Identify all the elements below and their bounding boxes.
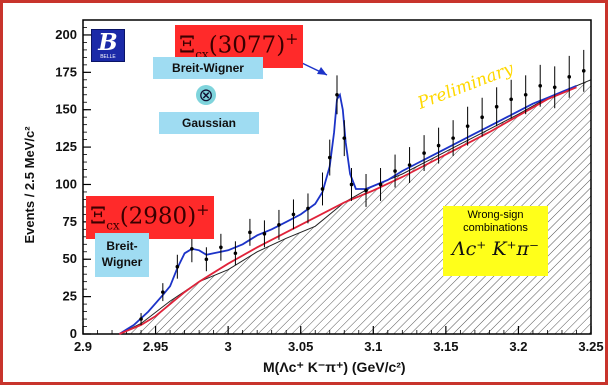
data-point <box>480 115 484 119</box>
data-point <box>378 182 383 187</box>
belle-logo-caption: BELLE <box>100 54 116 60</box>
data-point <box>291 212 296 217</box>
x-axis-label: M(Λc⁺ K⁻π⁺) (GeV/c²) <box>263 359 406 375</box>
belle-logo: B BELLE <box>91 29 125 62</box>
wrong-sign-formula: Λc⁺ K⁺π⁻ <box>451 238 540 260</box>
y-tick-label: 75 <box>63 214 77 229</box>
data-point <box>494 104 499 109</box>
breit-wigner-top-label: Breit-Wigner <box>153 57 263 79</box>
gaussian-label: Gaussian <box>159 112 259 134</box>
x-tick-label: 3.25 <box>578 339 603 354</box>
data-point <box>248 230 252 235</box>
data-point <box>509 97 513 102</box>
xi-3077-arrowhead <box>317 67 327 75</box>
breit-wigner-left-line1: Breit- <box>106 239 138 253</box>
breit-wigner-left-label: Breit- Wigner <box>95 233 149 277</box>
data-point <box>422 151 426 155</box>
x-tick-label: 2.95 <box>143 339 168 354</box>
data-point <box>320 187 325 191</box>
y-tick-label: 0 <box>70 326 77 341</box>
convolution-symbol: ⊗ <box>196 85 216 105</box>
y-axis-label: Events / 2.5 MeV/c² <box>22 126 37 244</box>
data-point <box>204 257 209 262</box>
x-tick-label: 3 <box>225 339 232 354</box>
background-curve <box>118 86 577 335</box>
data-point <box>538 83 542 88</box>
data-point <box>161 290 165 294</box>
wrong-sign-line1: Wrong-sign <box>467 209 524 221</box>
data-point <box>190 246 194 251</box>
y-tick-label: 200 <box>55 27 77 42</box>
wrong-sign-box: Wrong-sign combinations Λc⁺ K⁺π⁻ <box>443 206 548 276</box>
belle-logo-letter: B <box>98 29 118 56</box>
data-point <box>436 143 441 148</box>
data-point <box>567 75 572 79</box>
y-tick-label: 50 <box>63 251 77 266</box>
wrong-sign-line2: combinations <box>463 222 528 234</box>
data-point <box>277 223 281 227</box>
x-tick-label: 3.15 <box>433 339 458 354</box>
data-point <box>581 69 586 73</box>
data-point <box>306 206 310 211</box>
data-point <box>342 136 347 140</box>
data-point <box>523 92 528 97</box>
x-tick-label: 3.2 <box>509 339 527 354</box>
x-tick-label: 3.05 <box>288 339 313 354</box>
breit-wigner-left-line2: Wigner <box>101 255 143 269</box>
data-point <box>407 163 412 167</box>
y-tick-label: 125 <box>55 139 77 154</box>
data-point <box>139 317 143 321</box>
y-tick-label: 150 <box>55 102 77 117</box>
data-point <box>393 169 397 173</box>
data-points-layer <box>139 49 586 326</box>
data-point <box>364 188 368 193</box>
x-tick-label: 2.9 <box>74 339 92 354</box>
y-tick-label: 175 <box>55 64 77 79</box>
data-point <box>451 136 455 140</box>
data-point <box>465 124 470 128</box>
data-point <box>219 245 223 250</box>
data-point <box>327 155 332 160</box>
x-tick-label: 3.1 <box>364 339 382 354</box>
y-tick-label: 25 <box>63 289 77 304</box>
y-tick-label: 100 <box>55 176 77 191</box>
tick-labels-layer: 2.9 2.95 3 3.05 3.1 3.15 3.2 3.25 0 25 50 75 100 125 1… <box>55 27 603 354</box>
data-point <box>349 182 354 187</box>
data-point <box>262 232 267 236</box>
data-point <box>552 85 557 90</box>
xi-2980-label: Ξcx(2980)+ <box>86 196 214 240</box>
data-point <box>175 264 180 269</box>
data-point <box>335 92 339 97</box>
data-point <box>233 251 238 256</box>
